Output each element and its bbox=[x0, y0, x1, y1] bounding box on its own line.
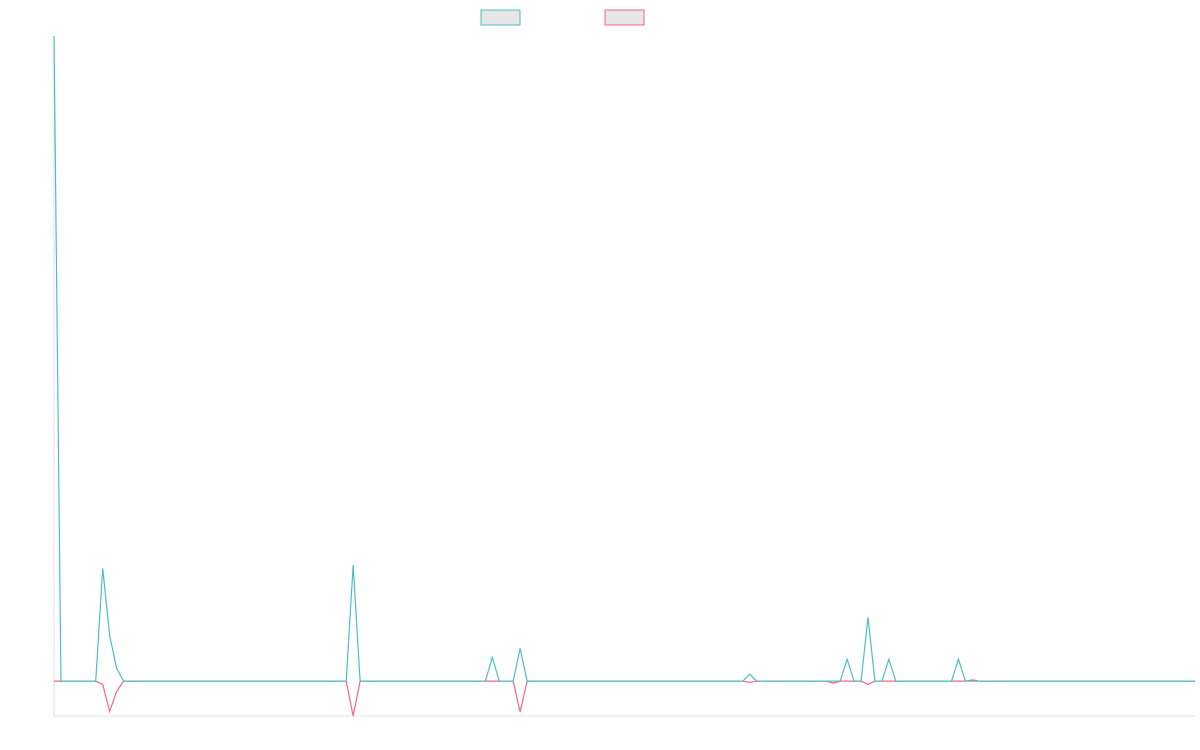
legend-swatch bbox=[480, 9, 521, 26]
legend-swatch bbox=[604, 9, 645, 26]
series-line bbox=[53, 35, 1195, 682]
series-line bbox=[54, 679, 1195, 717]
